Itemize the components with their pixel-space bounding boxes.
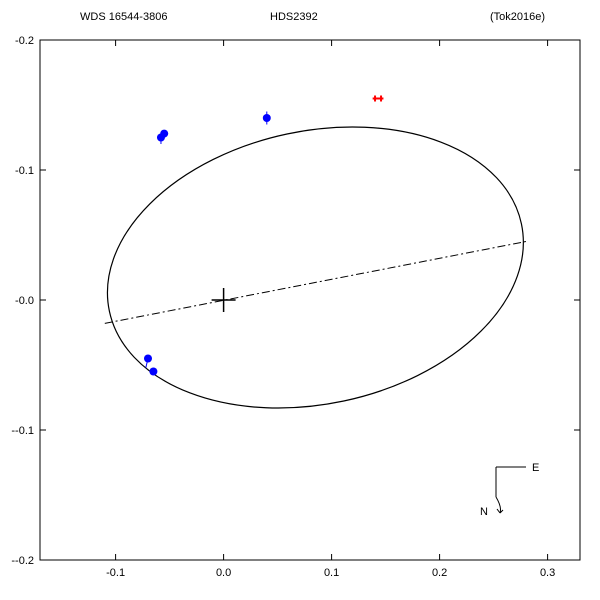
data-point-blue	[160, 130, 168, 138]
ytick-label: -0.2	[15, 35, 34, 47]
xtick-label: -0.1	[106, 567, 125, 579]
ytick-label: -0.1	[15, 165, 34, 177]
compass-bracket	[496, 467, 526, 497]
orbit-plot: WDS 16544-3806 HDS2392 (Tok2016e) -0.1 0.0 0.…	[0, 0, 600, 600]
xtick-label: 0.0	[216, 567, 231, 579]
orbit-ellipse	[81, 90, 550, 445]
xtick-label: 0.2	[432, 567, 447, 579]
title-center: HDS2392	[270, 11, 318, 23]
xtick-label: 0.3	[540, 567, 555, 579]
compass-n-label: N	[480, 506, 488, 518]
compass-e-label: E	[532, 462, 539, 474]
title-right: (Tok2016e)	[490, 11, 545, 23]
ytick-label: -0.0	[15, 295, 34, 307]
xtick-label: 0.1	[324, 567, 339, 579]
line-of-nodes	[105, 242, 526, 324]
title-left: WDS 16544-3806	[80, 11, 167, 23]
data-point-blue	[149, 368, 157, 376]
plot-frame	[40, 40, 580, 560]
data-point-blue	[263, 114, 271, 122]
ytick-label: --0.2	[11, 555, 34, 567]
data-point-blue	[144, 355, 152, 363]
ytick-label: --0.1	[11, 425, 34, 437]
